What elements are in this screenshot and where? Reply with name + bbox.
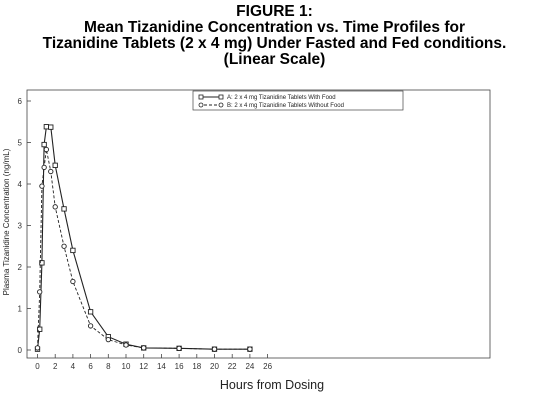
x-tick-label: 12 xyxy=(139,362,148,371)
data-point xyxy=(123,342,129,348)
x-axis-ticks: 0 2 4 6 8 10 12 14 16 18 20 22 24 26 xyxy=(35,354,273,371)
data-point xyxy=(41,141,47,148)
x-tick-label: 20 xyxy=(210,362,219,371)
chart-title-block: FIGURE 1: Mean Tizanidine Concentration … xyxy=(0,4,549,68)
series-line xyxy=(37,149,250,350)
data-point xyxy=(43,124,50,130)
data-point xyxy=(247,346,253,352)
y-tick-label: 6 xyxy=(18,97,23,106)
legend: A: 2 x 4 mg Tizanidine Tablets With Food… xyxy=(192,90,404,111)
data-point xyxy=(48,168,54,175)
data-point xyxy=(61,243,67,249)
x-tick-label: 4 xyxy=(71,362,76,371)
x-axis-label: Hours from Dosing xyxy=(220,378,324,392)
y-axis-label: Plasma Tizanidine Concentration (ng/mL) xyxy=(2,148,11,295)
data-point xyxy=(48,124,54,130)
legend-marker xyxy=(218,94,224,100)
series-layer xyxy=(34,124,253,352)
chart-title-line-1: FIGURE 1: xyxy=(236,3,313,20)
chart-title-line-2: Mean Tizanidine Concentration vs. Time P… xyxy=(84,19,465,36)
data-point xyxy=(34,345,41,351)
x-tick-label: 26 xyxy=(263,362,272,371)
legend-label: A: 2 x 4 mg Tizanidine Tablets With Food xyxy=(227,95,336,101)
y-tick-label: 0 xyxy=(18,346,23,355)
x-tick-label: 24 xyxy=(245,362,254,371)
legend-box xyxy=(192,90,404,111)
data-point xyxy=(87,309,94,315)
data-point xyxy=(39,183,45,189)
x-tick-label: 8 xyxy=(106,362,111,371)
plot-frame xyxy=(26,89,491,359)
plot-border xyxy=(26,89,491,359)
data-point xyxy=(87,323,94,329)
y-tick-label: 3 xyxy=(18,222,23,231)
data-point xyxy=(176,345,182,351)
data-point xyxy=(43,146,49,153)
data-point xyxy=(39,260,45,266)
x-tick-label: 10 xyxy=(122,362,131,371)
legend-label: B: 2 x 4 mg Tizanidine Tablets Without F… xyxy=(227,103,344,109)
data-point xyxy=(61,206,67,212)
x-tick-label: 18 xyxy=(192,362,201,371)
x-tick-label: 16 xyxy=(175,362,184,371)
y-tick-label: 4 xyxy=(18,180,23,189)
x-tick-label: 2 xyxy=(53,362,58,371)
data-point xyxy=(70,278,76,285)
x-tick-label: 6 xyxy=(88,362,93,371)
chart-title-line-3: Tizanidine Tablets (2 x 4 mg) Under Fast… xyxy=(42,35,507,52)
y-tick-label: 5 xyxy=(18,139,23,148)
data-point xyxy=(141,345,147,351)
y-axis-ticks: 0 1 2 3 4 5 6 xyxy=(18,97,31,355)
y-tick-label: 1 xyxy=(18,305,23,314)
legend-marker xyxy=(198,102,204,108)
data-point xyxy=(37,326,43,332)
chart-title-line-4: (Linear Scale) xyxy=(223,51,326,68)
x-tick-label: 22 xyxy=(228,362,237,371)
y-tick-label: 2 xyxy=(18,263,23,272)
data-point xyxy=(105,336,111,343)
data-point xyxy=(211,346,218,352)
data-point xyxy=(52,204,58,210)
data-point xyxy=(70,247,76,254)
legend-marker xyxy=(218,102,224,108)
series-line xyxy=(36,126,250,350)
legend-marker xyxy=(198,94,204,100)
x-tick-label: 0 xyxy=(35,362,40,371)
x-tick-label: 14 xyxy=(157,362,166,371)
data-point xyxy=(41,164,47,171)
data-point xyxy=(52,162,58,168)
data-point xyxy=(37,289,43,295)
